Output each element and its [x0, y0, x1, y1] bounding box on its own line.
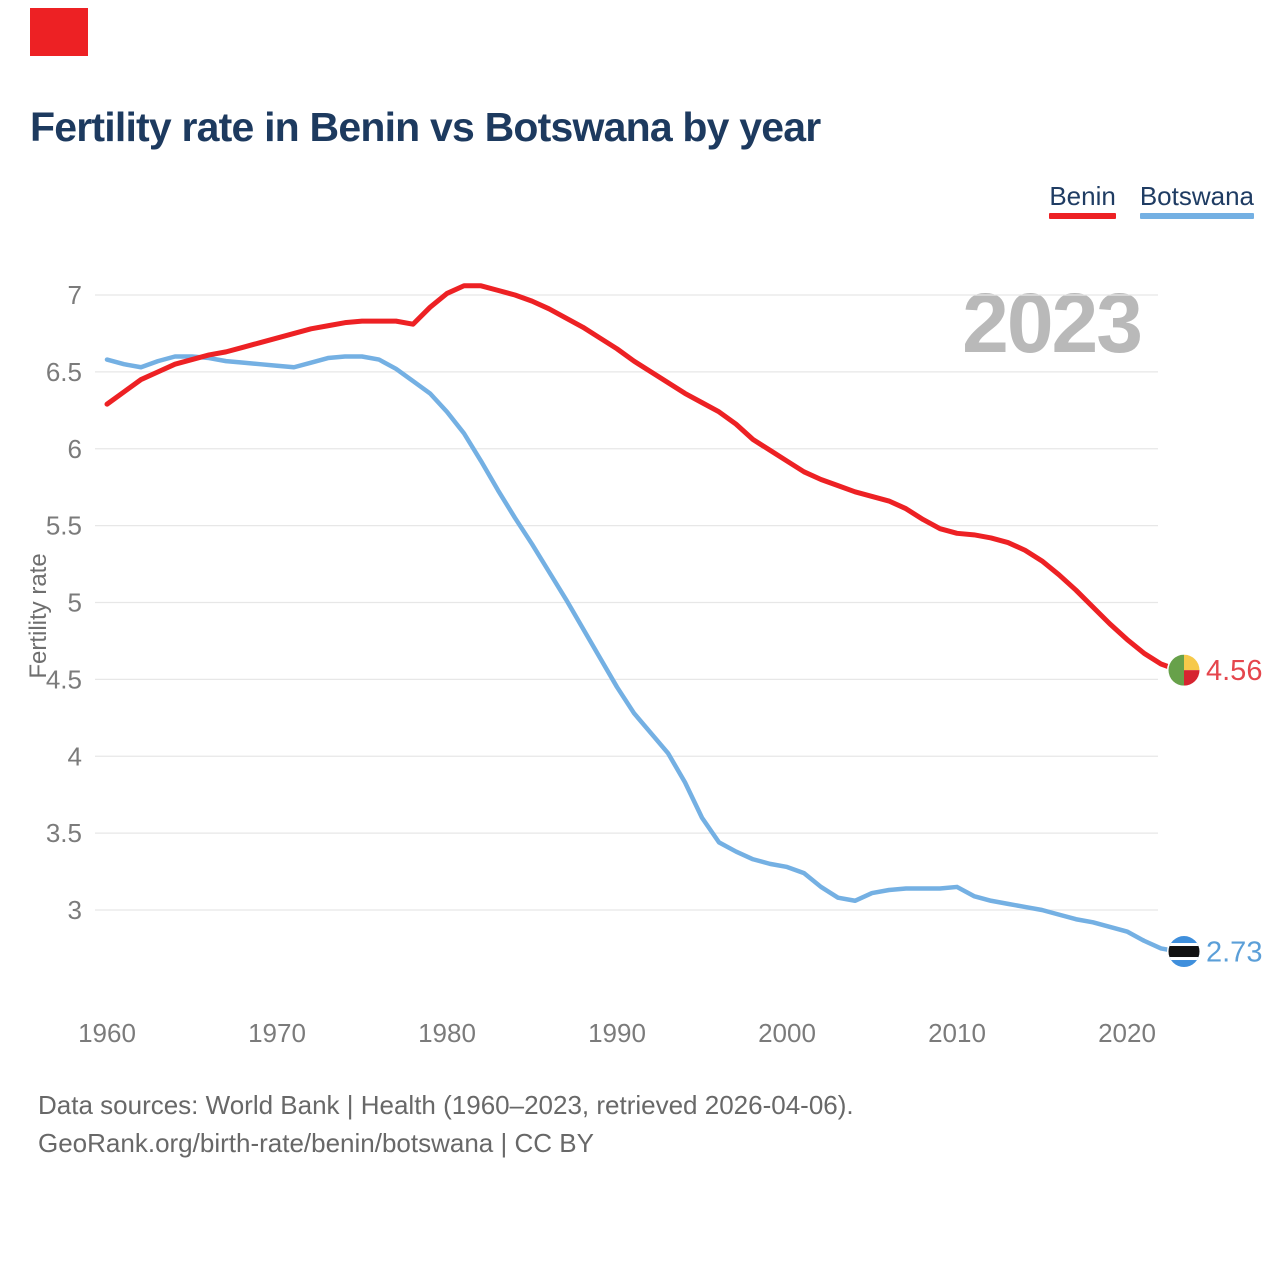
botswana-flag-icon	[1168, 936, 1200, 968]
legend-label-benin: Benin	[1049, 181, 1116, 211]
x-tick-label: 1980	[418, 1018, 476, 1048]
y-tick-label: 6	[68, 434, 82, 464]
legend-swatch-botswana	[1139, 213, 1254, 219]
y-tick-label: 5	[68, 588, 82, 618]
x-tick-label: 2010	[928, 1018, 986, 1048]
y-tick-label: 3	[68, 895, 82, 925]
y-tick-label: 3.5	[46, 818, 82, 848]
benin-line	[104, 283, 1181, 673]
footer-attribution-line: GeoRank.org/birth-rate/benin/botswana | …	[38, 1128, 594, 1158]
footer: Data sources: World Bank | Health (1960–…	[38, 1086, 854, 1162]
x-tick-label: 2020	[1098, 1018, 1156, 1048]
y-tick-label: 5.5	[46, 511, 82, 541]
x-tick-label: 1990	[588, 1018, 646, 1048]
botswana-line	[104, 354, 1181, 954]
page-title: Fertility rate in Benin vs Botswana by y…	[30, 104, 821, 150]
watermark-year: 2023	[962, 276, 1141, 370]
legend-swatch-benin	[1049, 213, 1116, 219]
y-tick-label: 6.5	[46, 357, 82, 387]
legend-item-botswana[interactable]: Botswana	[1139, 181, 1254, 219]
red-corner-marker	[30, 8, 88, 56]
x-tick-label: 1960	[78, 1018, 136, 1048]
x-tick-label: 2000	[758, 1018, 816, 1048]
botswana-end-value: 2.73	[1206, 937, 1262, 969]
benin-end-value: 4.56	[1206, 655, 1262, 687]
x-tick-label: 1970	[248, 1018, 306, 1048]
legend: Benin Botswana	[1049, 183, 1254, 219]
footer-source-line: Data sources: World Bank | Health (1960–…	[38, 1090, 854, 1120]
legend-label-botswana: Botswana	[1139, 181, 1254, 211]
y-axis-label: Fertility rate	[25, 553, 52, 678]
y-tick-label: 4	[68, 741, 82, 771]
legend-item-benin[interactable]: Benin	[1049, 183, 1116, 219]
y-tick-label: 7	[68, 280, 82, 310]
y-tick-label: 4.5	[46, 664, 82, 694]
benin-flag-icon	[1168, 654, 1200, 686]
